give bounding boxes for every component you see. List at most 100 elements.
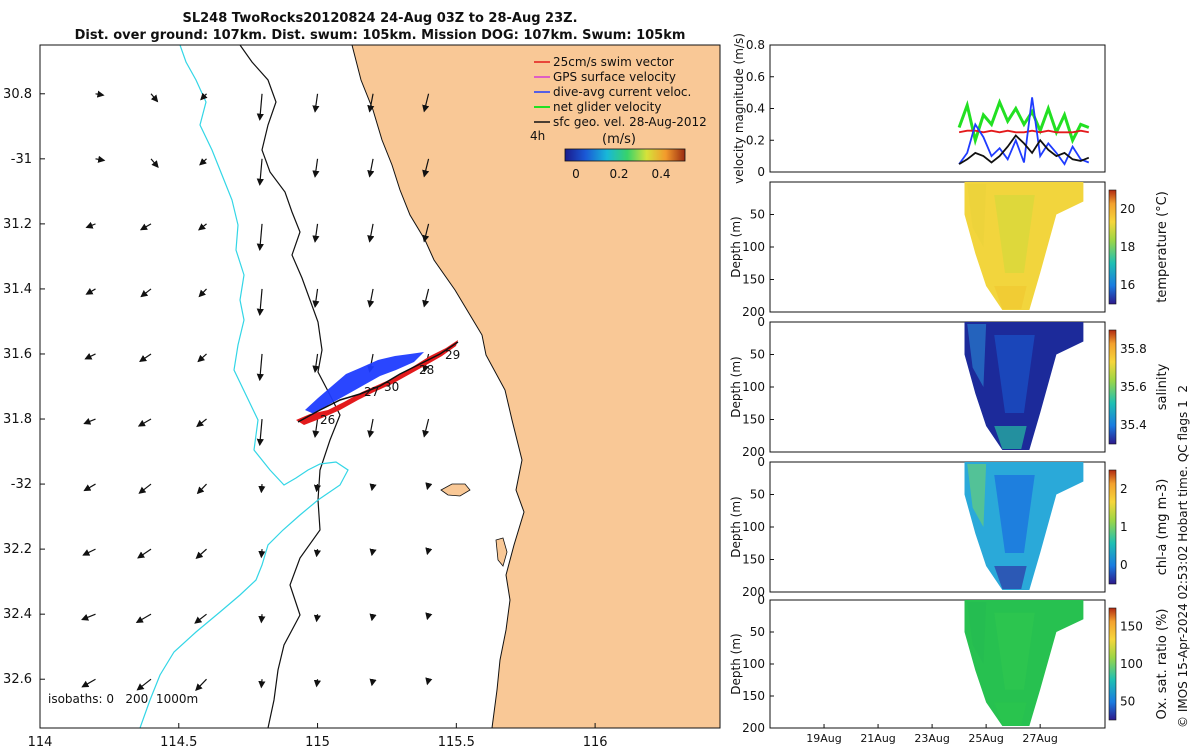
chart-title: SL248 TwoRocks20120824 24-Aug 03Z to 28-… <box>40 10 720 44</box>
geo-velocity-arrow <box>258 679 266 689</box>
geo-velocity-arrow <box>256 223 264 251</box>
velocity-series-line <box>958 134 1090 165</box>
geo-velocity-arrow <box>312 223 320 243</box>
colorbar-tick: 0.4 <box>651 167 670 181</box>
time-tick-label: 25Aug <box>968 732 1003 745</box>
section-colorbar-tick: 35.6 <box>1120 380 1147 394</box>
time-tick-label: 27Aug <box>1022 732 1057 745</box>
map-y-tick-label: 31.8 <box>3 412 32 427</box>
depth-tick-label: 100 <box>742 240 765 254</box>
map-x-tick-label: 114 <box>28 735 53 750</box>
section-colorbar <box>1108 469 1117 585</box>
coastline <box>351 45 525 728</box>
geo-velocity-arrow <box>140 288 152 298</box>
geo-velocity-arrow <box>139 353 152 363</box>
geo-velocity-arrow <box>197 353 207 363</box>
section-colorbar-label: temperature (°C) <box>1155 191 1170 303</box>
geo-velocity-arrow <box>135 613 152 623</box>
depth-tick-label: 200 <box>742 445 765 459</box>
map-x-tick-label: 116 <box>583 735 608 750</box>
section-data-core <box>994 195 1035 273</box>
depth-tick-label: 100 <box>742 520 765 534</box>
geo-velocity-arrow <box>425 612 433 621</box>
depth-tick-label: 150 <box>742 413 765 427</box>
map-y-ticks: 30.8 -31 31.2 31.4 31.6 31.8 -32 32.2 32.4 32.6 <box>3 87 45 687</box>
geo-velocity-arrow <box>367 93 375 113</box>
geo-velocity-arrow <box>196 418 207 428</box>
depth-tick-label: 0 <box>757 315 765 329</box>
colorbar-tick: 0 <box>572 167 580 181</box>
time-tick-label: 21Aug <box>860 732 895 745</box>
day-label-30: 30 <box>384 380 399 394</box>
section-colorbar-tick: 35.4 <box>1120 418 1147 432</box>
geostrophic-vectors <box>81 90 433 692</box>
legend-dive-avg-current: dive-avg current veloc. <box>534 85 691 99</box>
depth-tick-label: 150 <box>742 553 765 567</box>
map-frame <box>39 44 721 729</box>
legend-net-glider-velocity: net glider velocity <box>534 100 661 114</box>
section-colorbar-tick: 16 <box>1120 278 1135 292</box>
legend-sfc-geo-velocity: sfc geo. vel. 28-Aug-2012 <box>534 115 707 129</box>
isobath-200m <box>239 45 341 728</box>
velocity-y-tick-label: 0.2 <box>746 133 765 147</box>
geo-velocity-arrow <box>312 288 320 308</box>
legend-label: dive-avg current veloc. <box>553 85 691 99</box>
geo-velocity-arrow <box>198 288 207 298</box>
geo-velocity-arrow <box>425 547 433 556</box>
section-colorbar-tick: 18 <box>1120 240 1135 254</box>
section-colorbar-label: Ox. sat. ratio (%) <box>1155 609 1170 720</box>
geo-velocity-arrow <box>198 223 207 231</box>
geo-velocity-arrow <box>313 483 321 493</box>
depth-tick-label: 150 <box>742 273 765 287</box>
geo-velocity-arrow <box>200 92 208 101</box>
section-data-bottom <box>994 286 1027 309</box>
geo-velocity-arrow <box>367 288 375 308</box>
geo-velocity-arrow <box>199 158 207 166</box>
section-data-bottom <box>994 566 1027 589</box>
velocity-axes <box>769 44 1106 173</box>
colorbar-tick: 0.2 <box>609 167 628 181</box>
speed-colorbar <box>564 148 686 162</box>
map-panel: 26 27 28 29 30 25cm/s swim vector GPS su… <box>3 44 721 750</box>
geo-velocity-arrow <box>313 549 321 558</box>
map-y-tick-label: 32.4 <box>3 607 32 622</box>
geo-velocity-arrow <box>367 418 375 438</box>
geo-velocity-arrow <box>367 158 375 178</box>
geo-velocity-arrow <box>137 418 152 427</box>
geo-velocity-arrow <box>95 90 105 98</box>
geo-velocity-arrow <box>256 418 264 447</box>
geo-velocity-arrow <box>195 678 207 692</box>
isobath-1000m <box>139 45 349 728</box>
geo-velocity-arrow <box>256 158 264 186</box>
geo-velocity-arrow <box>258 549 266 559</box>
geo-velocity-arrow <box>425 677 433 686</box>
section-colorbar-tick: 150 <box>1120 620 1143 634</box>
geo-velocity-arrow <box>369 548 377 557</box>
geo-velocity-arrow <box>422 288 430 308</box>
section-colorbar-tick: 100 <box>1120 657 1143 671</box>
section-data-bottom <box>994 426 1027 449</box>
legend-label: net glider velocity <box>553 100 661 114</box>
depth-tick-label: 50 <box>750 488 765 502</box>
island-garden <box>495 537 508 567</box>
geo-velocity-arrow <box>194 613 207 624</box>
map-x-tick-label: 115 <box>305 735 330 750</box>
depth-tick-label: 200 <box>742 721 765 735</box>
geo-velocity-arrow <box>422 93 430 113</box>
geo-velocity-arrow <box>85 221 96 229</box>
land-area <box>352 45 720 728</box>
day-label-29: 29 <box>445 348 460 362</box>
geo-velocity-arrow <box>312 158 320 178</box>
geo-velocity-arrow <box>81 678 96 688</box>
section-data-core <box>994 335 1035 413</box>
map-x-ticks: 114 114.5 115 115.5 116 <box>28 723 608 750</box>
title-line-2: Dist. over ground: 107km. Dist. swum: 10… <box>74 28 686 43</box>
geo-velocity-arrow <box>256 353 264 382</box>
section-data-edge <box>967 184 987 247</box>
geo-velocity-arrow <box>313 679 321 688</box>
section-data-core <box>994 475 1035 553</box>
time-tick-label: 23Aug <box>914 732 949 745</box>
